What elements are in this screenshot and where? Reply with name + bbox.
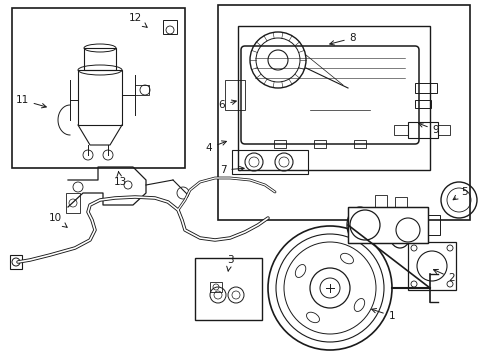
Text: 8: 8 bbox=[329, 33, 356, 45]
Text: 9: 9 bbox=[418, 123, 438, 135]
Bar bbox=[163, 20, 177, 34]
Bar bbox=[78, 70, 122, 125]
Bar bbox=[238, 26, 429, 170]
Bar bbox=[347, 207, 427, 243]
Text: 4: 4 bbox=[205, 141, 226, 153]
Bar bbox=[407, 242, 455, 290]
Bar bbox=[437, 125, 449, 135]
Text: 5: 5 bbox=[452, 187, 467, 200]
Bar bbox=[407, 122, 437, 138]
Text: 6: 6 bbox=[218, 100, 236, 110]
Bar bbox=[135, 85, 149, 95]
Text: 7: 7 bbox=[219, 165, 244, 175]
Bar bbox=[347, 207, 427, 243]
Text: 10: 10 bbox=[48, 213, 67, 228]
Bar bbox=[12, 8, 184, 168]
Bar bbox=[231, 150, 307, 174]
Bar bbox=[427, 215, 439, 235]
Text: 3: 3 bbox=[226, 255, 233, 271]
Bar bbox=[414, 83, 436, 93]
Bar bbox=[66, 193, 80, 213]
Bar bbox=[218, 5, 469, 220]
Bar bbox=[393, 125, 407, 135]
Text: 13: 13 bbox=[113, 171, 126, 187]
Bar bbox=[84, 48, 116, 70]
Bar bbox=[224, 80, 244, 110]
Bar bbox=[195, 258, 262, 320]
Text: 1: 1 bbox=[371, 309, 394, 321]
Text: 12: 12 bbox=[128, 13, 147, 27]
Text: 2: 2 bbox=[433, 269, 454, 283]
Bar bbox=[414, 100, 430, 108]
Bar bbox=[10, 255, 22, 269]
Bar bbox=[374, 195, 386, 207]
Bar bbox=[353, 140, 365, 148]
Text: 11: 11 bbox=[15, 95, 46, 108]
Bar bbox=[209, 282, 222, 292]
Bar bbox=[394, 197, 406, 207]
Bar bbox=[313, 140, 325, 148]
Bar bbox=[273, 140, 285, 148]
